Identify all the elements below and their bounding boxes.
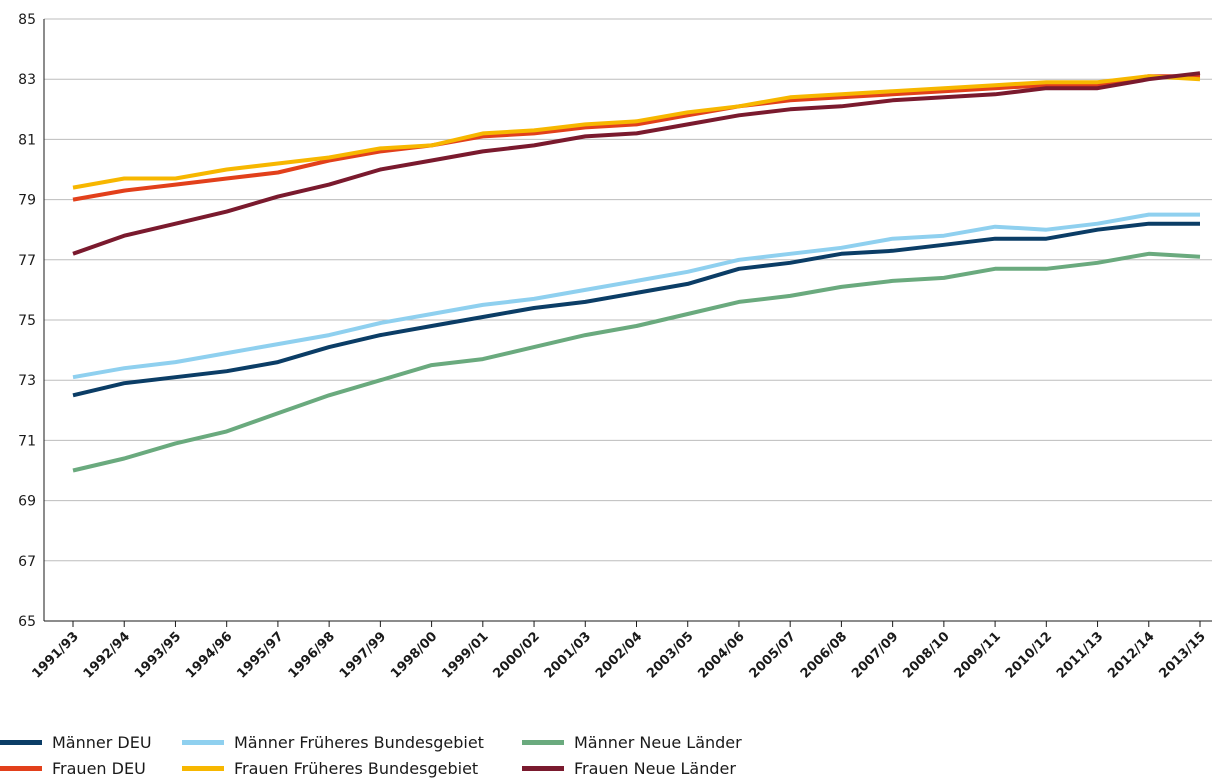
y-tick-label: 81	[18, 132, 36, 148]
x-tick-label: 2000/02	[491, 629, 543, 681]
x-tick-label: 2012/14	[1105, 629, 1157, 681]
legend: Männer DEU Männer Früheres Bundesgebiet …	[0, 726, 1218, 778]
x-tick-label: 2004/06	[695, 629, 747, 681]
y-tick-label: 71	[18, 433, 36, 449]
x-tick-label: 1995/97	[234, 629, 286, 681]
x-tick-label: 1992/94	[81, 629, 133, 681]
legend-label: Männer DEU	[52, 732, 152, 752]
legend-swatch	[0, 739, 42, 745]
x-tick-label: 2002/04	[593, 629, 645, 681]
series-line-0	[72, 221, 1200, 398]
x-axis: 1991/931992/941993/951994/961995/971996/…	[29, 620, 1212, 682]
x-tick-label: 1998/00	[388, 629, 440, 681]
x-tick-label: 1994/96	[183, 629, 235, 681]
x-tick-label: 2003/05	[644, 629, 696, 681]
legend-swatch	[522, 739, 564, 745]
x-tick-label: 1997/99	[337, 629, 389, 681]
y-tick-label: 73	[18, 373, 36, 389]
legend-label: Frauen DEU	[52, 758, 146, 778]
y-tick-label: 79	[18, 193, 36, 209]
x-tick-label: 2001/03	[542, 629, 594, 681]
legend-swatch	[0, 765, 42, 771]
x-tick-label: 1999/01	[439, 629, 491, 681]
series-line-4	[72, 74, 1201, 190]
y-tick-label: 65	[18, 614, 36, 630]
x-tick-label: 1991/93	[29, 629, 81, 681]
x-tick-label: 1993/95	[132, 629, 184, 681]
x-tick-label: 2007/09	[849, 629, 901, 681]
x-tick-label: 2005/07	[747, 629, 799, 681]
legend-swatch	[182, 739, 224, 745]
legend-label: Frauen Neue Länder	[574, 758, 736, 778]
legend-item-frauen-frueheres-bundesgebiet: Frauen Früheres Bundesgebiet	[182, 756, 478, 780]
legend-swatch	[182, 765, 224, 771]
y-tick-label: 77	[18, 253, 36, 269]
x-tick-label: 2013/15	[1156, 629, 1208, 681]
y-tick-label: 67	[18, 554, 36, 570]
y-tick-label: 69	[18, 494, 36, 510]
legend-item-maenner-deu: Männer DEU	[0, 730, 152, 754]
x-tick-label: 1996/98	[286, 629, 338, 681]
series-lines	[72, 71, 1201, 473]
series-line-3	[72, 74, 1200, 202]
y-tick-label: 83	[18, 72, 36, 88]
x-tick-label: 2008/10	[900, 629, 952, 681]
y-tick-label: 75	[18, 313, 36, 329]
legend-label: Männer Neue Länder	[574, 732, 742, 752]
y-axis: 65 67 69 71 73 75 77 79 81 83 85	[18, 12, 45, 630]
legend-label: Frauen Früheres Bundesgebiet	[234, 758, 479, 778]
legend-item-maenner-frueheres-bundesgebiet: Männer Früheres Bundesgebiet	[182, 730, 484, 754]
legend-label: Männer Früheres Bundesgebiet	[234, 732, 484, 752]
y-tick-label: 85	[18, 12, 36, 28]
x-tick-label: 2006/08	[798, 629, 850, 681]
x-tick-label: 2010/12	[1003, 629, 1055, 681]
x-tick-label: 2009/11	[952, 629, 1004, 681]
legend-item-maenner-neue-laender: Männer Neue Länder	[522, 730, 742, 754]
legend-swatch	[522, 765, 564, 771]
series-line-2	[72, 251, 1201, 473]
legend-item-frauen-neue-laender: Frauen Neue Länder	[522, 756, 736, 780]
gridlines	[44, 18, 1212, 562]
legend-item-frauen-deu: Frauen DEU	[0, 756, 146, 780]
x-tick-label: 2011/13	[1054, 629, 1106, 681]
series-line-5	[72, 71, 1201, 256]
series-line-1	[72, 212, 1200, 380]
